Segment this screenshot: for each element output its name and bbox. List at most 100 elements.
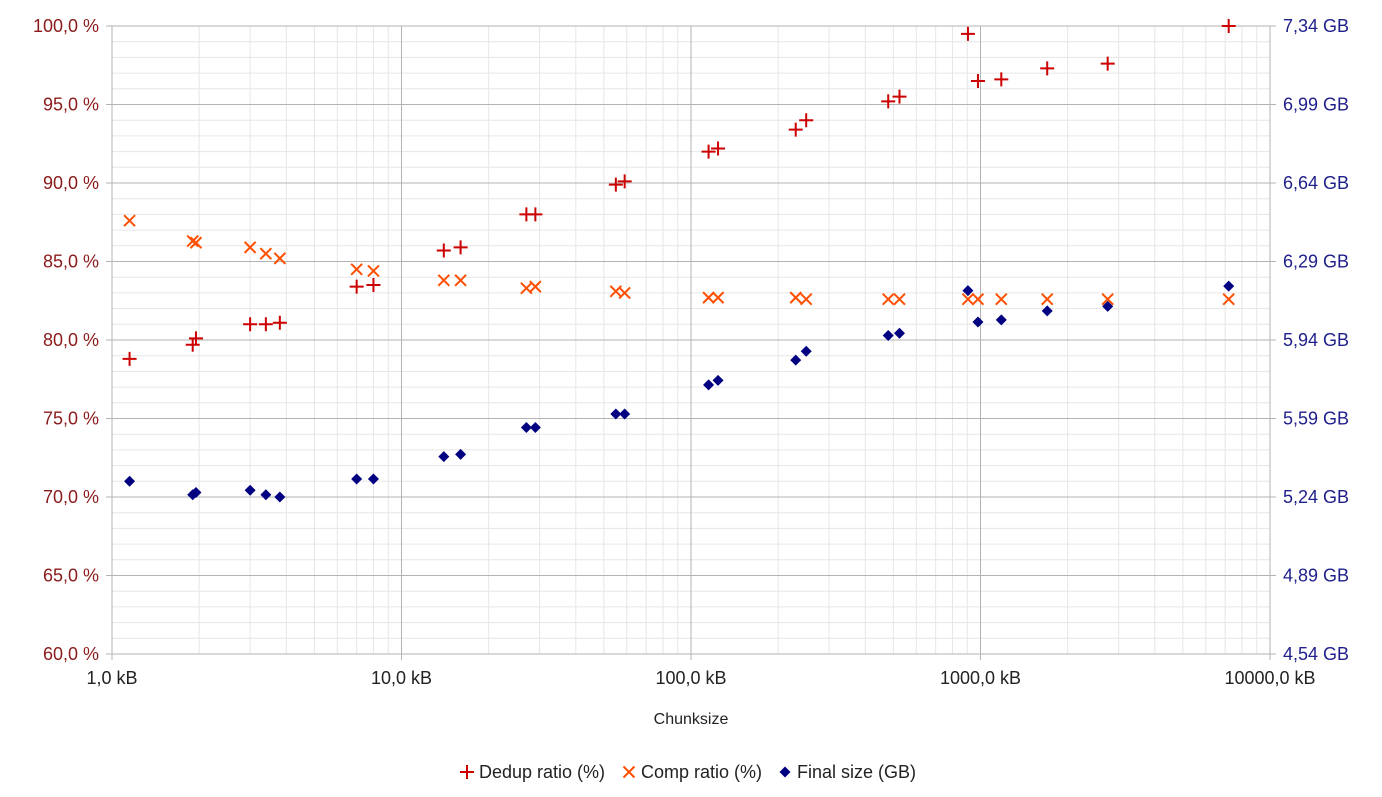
data-point <box>244 484 256 496</box>
data-point <box>800 345 812 357</box>
y-left-tick-label: 75,0 % <box>43 409 99 429</box>
x-tick-label: 10,0 kB <box>371 668 432 688</box>
data-point <box>124 475 136 487</box>
data-point <box>701 144 716 159</box>
series-3 <box>124 280 1235 503</box>
y-axis-right: 4,54 GB 4,89 GB 5,24 GB 5,59 GB 5,94 GB 6,29 … <box>1283 16 1349 664</box>
data-point <box>258 317 273 332</box>
y-right-tick-label: 7,34 GB <box>1283 16 1349 36</box>
y-right-tick-label: 5,59 GB <box>1283 409 1349 429</box>
data-point <box>711 291 725 304</box>
data-point <box>189 236 203 249</box>
x-tick-label: 1000,0 kB <box>940 668 1021 688</box>
x-tick-label: 1,0 kB <box>86 668 137 688</box>
y-left-tick-label: 65,0 % <box>43 566 99 586</box>
data-point <box>893 292 906 306</box>
data-marks <box>122 19 1236 503</box>
y-right-tick-label: 5,24 GB <box>1283 487 1349 507</box>
data-point <box>610 408 622 420</box>
data-point <box>881 94 896 109</box>
x-axis-title: Chunksize <box>654 711 729 728</box>
data-point <box>185 337 200 352</box>
data-point <box>961 292 975 306</box>
data-point <box>1223 280 1235 292</box>
data-point <box>971 292 985 306</box>
data-point <box>350 263 363 276</box>
data-point <box>349 279 364 294</box>
data-point <box>882 330 894 342</box>
data-point <box>1102 300 1114 312</box>
y-right-tick-label: 4,89 GB <box>1283 566 1349 586</box>
data-point <box>799 292 813 306</box>
data-point <box>1222 292 1235 306</box>
data-point <box>619 408 631 420</box>
legend-label: Final size (GB) <box>797 762 916 782</box>
data-point <box>995 292 1008 306</box>
legend-marker <box>779 766 791 778</box>
data-point <box>367 264 380 278</box>
data-point <box>799 113 814 128</box>
y-left-tick-label: 100,0 % <box>33 16 99 36</box>
y-right-tick-label: 6,99 GB <box>1283 95 1349 115</box>
data-point <box>962 285 974 297</box>
data-point <box>892 89 907 104</box>
data-point <box>617 174 632 189</box>
data-point <box>790 354 802 366</box>
x-tick-label: 10000,0 kB <box>1224 668 1315 688</box>
x-axis: 1,0 kB 10,0 kB 100,0 kB 1000,0 kB 10000,0 kB <box>86 668 1315 688</box>
data-point <box>272 315 287 330</box>
data-point <box>273 252 287 265</box>
data-point <box>122 351 137 366</box>
data-point <box>1100 56 1115 71</box>
data-point <box>454 274 467 287</box>
legend-label: Dedup ratio (%) <box>479 762 605 782</box>
data-point <box>259 247 273 260</box>
legend-marker <box>460 765 474 779</box>
data-point <box>789 291 802 304</box>
data-point <box>188 331 203 346</box>
data-point <box>351 473 363 485</box>
y-right-tick-label: 5,94 GB <box>1283 330 1349 350</box>
series-1 <box>122 19 1236 366</box>
data-point <box>618 286 631 300</box>
data-point <box>123 214 136 227</box>
y-left-tick-label: 95,0 % <box>43 95 99 115</box>
data-point <box>1041 292 1054 306</box>
data-point <box>366 278 381 293</box>
data-point <box>1101 292 1114 306</box>
data-point <box>367 473 379 485</box>
data-point <box>436 243 451 258</box>
data-point <box>972 316 984 328</box>
y-left-tick-label: 70,0 % <box>43 487 99 507</box>
data-point <box>1041 305 1053 317</box>
data-point <box>260 489 272 501</box>
data-point <box>529 421 541 433</box>
y-left-tick-label: 60,0 % <box>43 644 99 664</box>
legend-marker <box>622 765 636 779</box>
data-point <box>970 73 985 88</box>
data-point <box>788 122 803 137</box>
y-right-tick-label: 6,29 GB <box>1283 252 1349 272</box>
data-point <box>1221 19 1236 33</box>
data-point <box>274 491 286 503</box>
y-left-tick-label: 90,0 % <box>43 173 99 193</box>
data-point <box>712 374 724 386</box>
data-point <box>882 292 895 306</box>
y-left-tick-label: 85,0 % <box>43 252 99 272</box>
series-2 <box>123 214 1235 306</box>
grid <box>106 25 1276 660</box>
data-point <box>243 317 258 332</box>
data-point <box>453 240 468 255</box>
y-left-tick-label: 80,0 % <box>43 330 99 350</box>
data-point <box>437 274 451 287</box>
data-point <box>438 451 450 463</box>
data-point <box>994 72 1009 87</box>
data-point <box>711 141 726 156</box>
data-point <box>520 421 532 433</box>
x-tick-label: 100,0 kB <box>655 668 726 688</box>
data-point <box>529 280 542 293</box>
y-right-tick-label: 4,54 GB <box>1283 644 1349 664</box>
data-point <box>1040 61 1055 76</box>
data-point <box>608 177 623 192</box>
